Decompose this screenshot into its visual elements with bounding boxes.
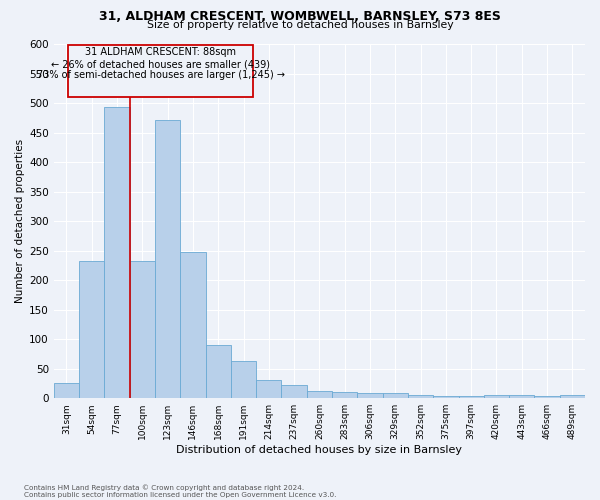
Bar — [155, 120, 180, 398]
Bar — [256, 380, 281, 398]
Bar — [206, 345, 231, 398]
Bar — [383, 394, 408, 398]
Bar — [231, 361, 256, 398]
Text: 31, ALDHAM CRESCENT, WOMBWELL, BARNSLEY, S73 8ES: 31, ALDHAM CRESCENT, WOMBWELL, BARNSLEY,… — [99, 10, 501, 23]
Bar — [281, 385, 307, 398]
Bar — [307, 390, 332, 398]
Bar — [484, 394, 509, 398]
Y-axis label: Number of detached properties: Number of detached properties — [15, 139, 25, 303]
Text: Size of property relative to detached houses in Barnsley: Size of property relative to detached ho… — [146, 20, 454, 30]
Bar — [79, 261, 104, 398]
Bar — [535, 396, 560, 398]
Bar — [458, 396, 484, 398]
FancyBboxPatch shape — [68, 45, 253, 97]
Bar — [130, 261, 155, 398]
Text: 73% of semi-detached houses are larger (1,245) →: 73% of semi-detached houses are larger (… — [37, 70, 285, 81]
Text: Contains HM Land Registry data © Crown copyright and database right 2024.: Contains HM Land Registry data © Crown c… — [24, 484, 304, 491]
Bar — [104, 107, 130, 398]
Bar — [433, 396, 458, 398]
Bar — [180, 252, 206, 398]
Text: Contains public sector information licensed under the Open Government Licence v3: Contains public sector information licen… — [24, 492, 337, 498]
Text: ← 26% of detached houses are smaller (439): ← 26% of detached houses are smaller (43… — [51, 59, 270, 69]
Bar — [332, 392, 358, 398]
Text: 31 ALDHAM CRESCENT: 88sqm: 31 ALDHAM CRESCENT: 88sqm — [85, 48, 236, 58]
X-axis label: Distribution of detached houses by size in Barnsley: Distribution of detached houses by size … — [176, 445, 463, 455]
Bar — [509, 394, 535, 398]
Bar — [54, 384, 79, 398]
Bar — [560, 396, 585, 398]
Bar — [358, 393, 383, 398]
Bar — [408, 396, 433, 398]
